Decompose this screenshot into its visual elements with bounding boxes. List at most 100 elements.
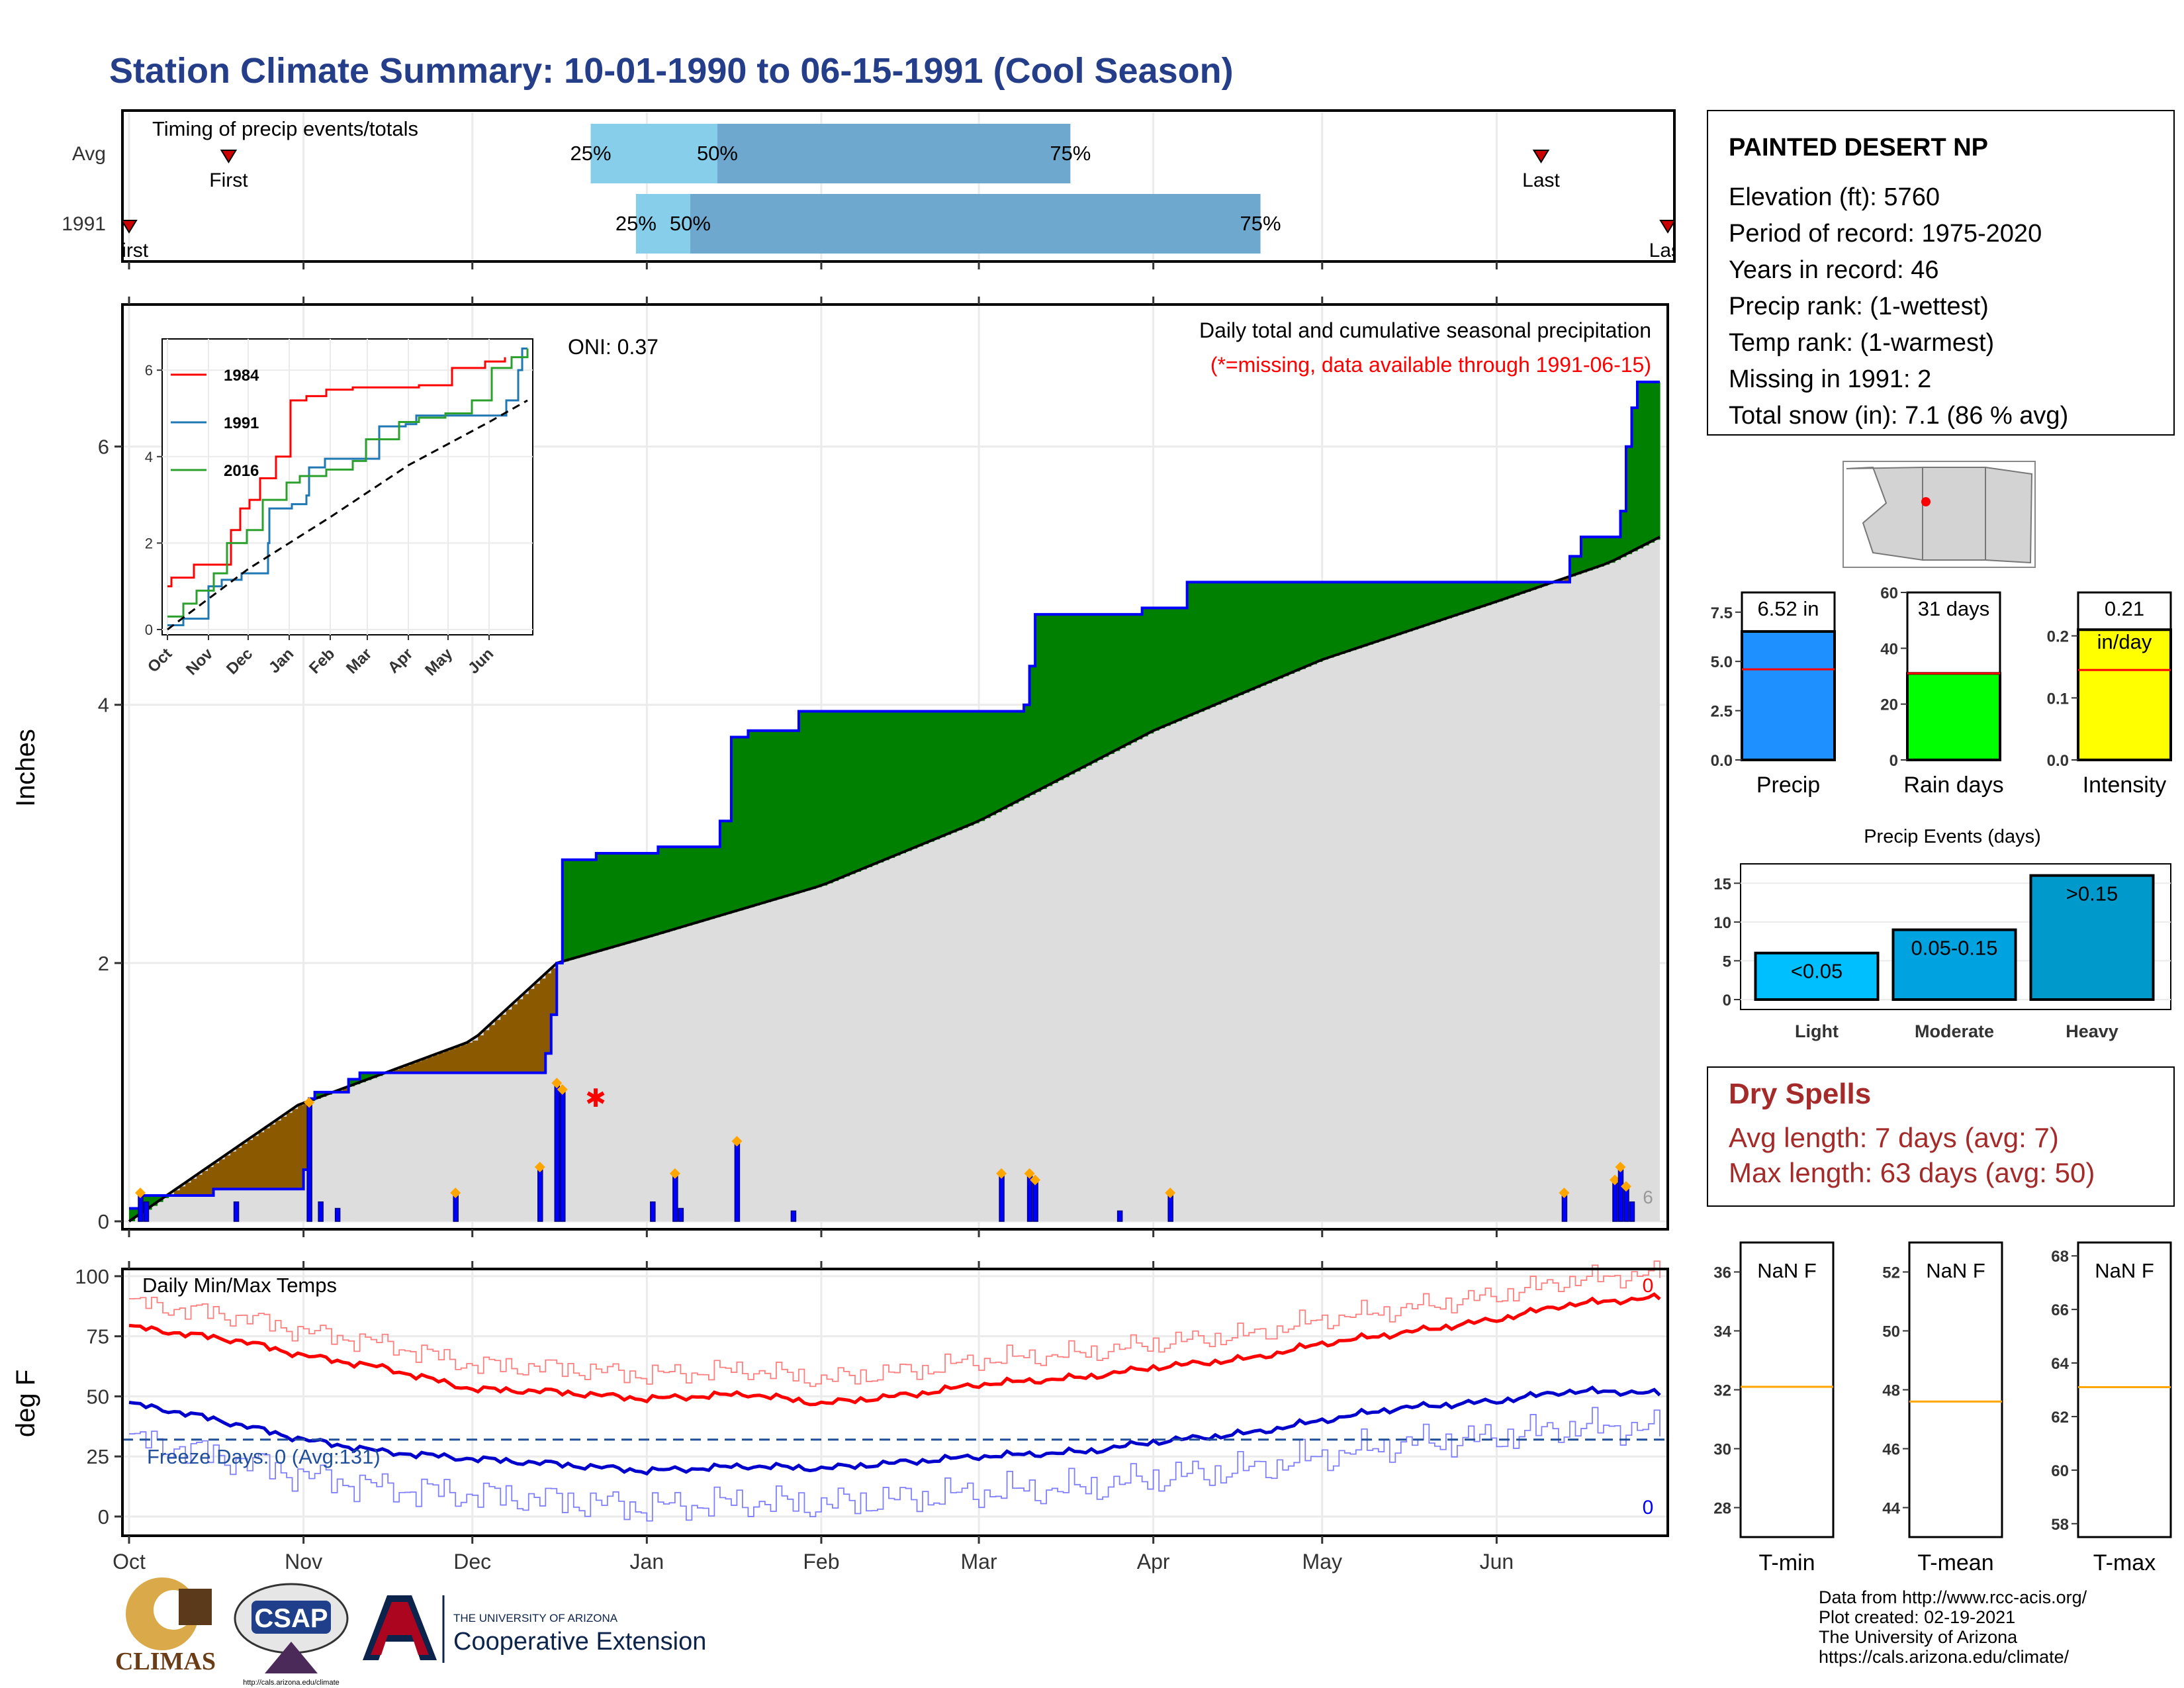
daily-precip-bar xyxy=(672,1175,678,1222)
above-average-segment xyxy=(1193,582,1199,714)
above-average-segment xyxy=(1238,582,1244,696)
above-average-segment xyxy=(708,847,715,919)
above-average-segment xyxy=(1080,614,1087,769)
above-average-segment xyxy=(618,853,625,946)
above-average-segment xyxy=(1485,582,1492,606)
below-average-segment xyxy=(292,1109,298,1190)
below-average-segment xyxy=(461,1045,467,1073)
month-tick-label: Apr xyxy=(1137,1550,1170,1573)
summary-bar-tick-label: 0.1 xyxy=(2047,690,2069,708)
daily-precip-bar xyxy=(1617,1169,1624,1222)
above-average-segment xyxy=(1119,614,1126,749)
large-event-marker xyxy=(1165,1187,1176,1198)
above-average-segment xyxy=(1108,614,1115,754)
month-tick-label: Oct xyxy=(113,1550,146,1573)
above-average-segment xyxy=(849,711,856,874)
inset-y-tick-label: 4 xyxy=(145,449,153,465)
large-event-marker xyxy=(1615,1161,1626,1172)
above-average-segment xyxy=(1103,614,1109,757)
daily-precip-bar xyxy=(1032,1182,1038,1222)
above-average-segment xyxy=(1058,614,1064,780)
above-average-segment xyxy=(1013,711,1019,804)
dry-spells-box: Dry Spells Avg length: 7 days (avg: 7) M… xyxy=(1707,1066,2175,1207)
above-average-segment xyxy=(1175,608,1182,722)
summary-bar-name: Intensity xyxy=(2083,773,2167,798)
precip-y-axis-label: Inches xyxy=(11,729,40,807)
above-average-segment xyxy=(1249,582,1255,690)
below-average-segment xyxy=(489,1025,496,1073)
above-average-segment xyxy=(1339,582,1345,654)
oni-value: ONI: 0.37 xyxy=(568,335,659,359)
below-average-segment xyxy=(264,1128,271,1190)
above-average-segment xyxy=(1519,582,1525,594)
dry-spells-title: Dry Spells xyxy=(1729,1078,1871,1110)
temp-box-tick-label: 30 xyxy=(1713,1441,1731,1459)
above-average-segment xyxy=(973,711,979,823)
summary-bar-tick-label: 5.0 xyxy=(1711,653,1733,671)
events-y-tick-label: 5 xyxy=(1723,953,1731,970)
above-average-segment xyxy=(686,847,692,926)
temp-box-tick-label: 28 xyxy=(1713,1500,1731,1518)
csap-logo-text: CSAP xyxy=(254,1604,328,1633)
above-average-segment xyxy=(584,859,591,955)
summary-bar-tick-label: 2.5 xyxy=(1711,703,1733,721)
above-average-segment xyxy=(1575,556,1582,575)
above-average-segment xyxy=(1316,582,1323,663)
above-average-segment xyxy=(1142,608,1148,737)
large-event-marker xyxy=(450,1187,461,1198)
above-average-segment xyxy=(939,711,946,837)
below-average-segment xyxy=(512,1004,518,1073)
below-average-segment xyxy=(185,1182,192,1196)
above-average-segment xyxy=(1024,704,1030,798)
temp-box-tick-label: 68 xyxy=(2051,1248,2069,1266)
events-title: Precip Events (days) xyxy=(1864,826,2041,847)
event-bar-label: <0.05 xyxy=(1791,960,1843,983)
summary-bar-value-label: 31 days xyxy=(1918,597,1990,620)
summary-bar-tick-label: 0.0 xyxy=(1711,752,1733,770)
large-event-marker xyxy=(1609,1174,1620,1186)
timing-event-marker xyxy=(1532,150,1550,164)
large-event-marker xyxy=(1024,1168,1035,1179)
summary-bar-name: Precip xyxy=(1756,773,1820,798)
below-average-segment xyxy=(208,1167,214,1196)
timing-p50-label: 50% xyxy=(697,142,738,165)
daily-precip-bar xyxy=(233,1201,240,1222)
above-average-segment xyxy=(1344,582,1351,653)
timing-right-mask xyxy=(1676,106,1702,265)
above-average-segment xyxy=(832,711,839,881)
temp-box-tick-label: 66 xyxy=(2051,1301,2069,1319)
temp-box-frame xyxy=(1908,1241,2003,1538)
inset-series-2016 xyxy=(167,348,529,618)
large-event-marker xyxy=(1559,1187,1570,1198)
above-average-segment xyxy=(314,1092,321,1099)
above-average-segment xyxy=(680,847,687,927)
temp-box-tick-label: 64 xyxy=(2051,1355,2069,1373)
above-average-segment xyxy=(956,711,963,831)
temp-rank-boxes: NaN F 28 30 32 34 36 T-min NaN F 44 46 48 50 52 T-mea… xyxy=(1713,1241,2172,1575)
temp-box-tick-label: 50 xyxy=(1882,1323,1900,1341)
above-average-segment xyxy=(1355,582,1362,649)
above-average-segment xyxy=(1412,582,1418,630)
daily-precip-bar xyxy=(138,1195,144,1222)
timing-p75-label: 75% xyxy=(1240,212,1281,235)
above-average-segment xyxy=(872,711,878,865)
above-average-segment xyxy=(365,1072,372,1080)
above-average-segment xyxy=(1260,582,1267,686)
below-average-segment xyxy=(539,978,546,1073)
events-y-tick-label: 0 xyxy=(1723,992,1731,1009)
below-average-segment xyxy=(433,1055,439,1073)
month-tick-label: Mar xyxy=(961,1550,997,1573)
inset-y-tick-label: 6 xyxy=(145,362,153,379)
main-y-tick-label: 6 xyxy=(98,436,109,459)
below-average-segment xyxy=(517,999,523,1073)
above-average-segment xyxy=(821,711,828,886)
above-average-segment xyxy=(990,711,997,816)
above-average-segment xyxy=(1215,582,1222,705)
above-average-segment xyxy=(1136,614,1143,739)
temp-box-value: NaN F xyxy=(1926,1259,1985,1282)
below-average-segment xyxy=(438,1053,445,1073)
temp-box-frame xyxy=(2077,1241,2172,1538)
month-tick-label: Feb xyxy=(803,1550,839,1573)
above-average-segment xyxy=(894,711,901,856)
temp-y-tick-label: 0 xyxy=(98,1505,109,1528)
